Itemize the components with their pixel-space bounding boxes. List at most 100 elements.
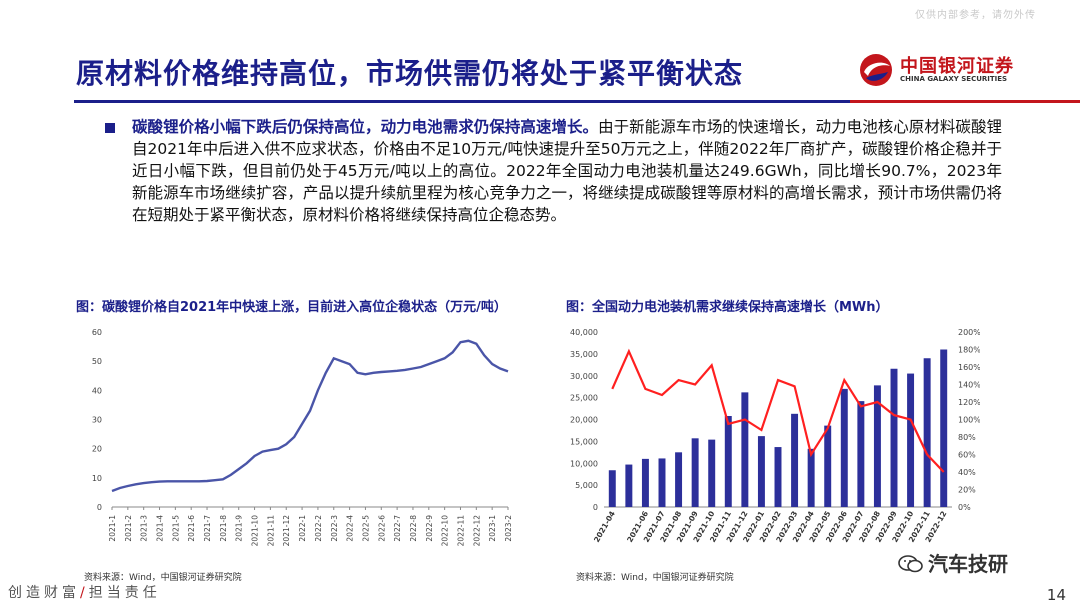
install-bar (840, 388, 848, 507)
bullet-lead: 碳酸锂价格小幅下跌后仍保持高位，动力电池需求仍保持高速增长。 (132, 118, 599, 136)
y-tick-label: 40 (92, 386, 102, 395)
x-tick-label: 2022-12 (472, 515, 481, 547)
x-tick-label: 2022-6 (377, 515, 386, 542)
y2-tick-label: 200% (958, 328, 980, 337)
x-tick-label: 2021-5 (171, 515, 180, 542)
y-tick-label: 60 (92, 328, 102, 337)
battery-install-chart: 0 5,000 10,000 15,000 20,000 25,000 30,000 35,0… (570, 328, 980, 544)
title-rule-blue (74, 100, 850, 103)
install-bar (923, 358, 931, 507)
y-tick-label: 15,000 (570, 437, 598, 446)
wechat-account-name: 汽车技研 (928, 552, 1008, 576)
install-bar (824, 425, 832, 507)
x-tick-label: 2022-7 (393, 515, 402, 542)
y-tick-label: 0 (97, 503, 102, 512)
install-bar (890, 368, 898, 507)
y-tick-label: 20 (92, 445, 102, 454)
footer-slogan: 创造财富/担当责任 (8, 582, 161, 602)
x-tick-label: 2021-11 (266, 515, 275, 547)
x-tick-label: 2021-12 (282, 515, 291, 547)
watermark: 仅供内部参考，请勿外传 (915, 10, 1036, 21)
y-tick-label: 30 (92, 416, 102, 425)
x-tick-label: 2022-5 (361, 515, 370, 542)
install-bar (691, 438, 699, 507)
y-tick-label: 10,000 (570, 459, 598, 468)
title-rule-red (850, 100, 1080, 103)
install-bar (907, 373, 915, 507)
x-tick-label: 2022-9 (425, 515, 434, 542)
chart-left-source: 资料来源：Wind，中国银河证券研究院 (84, 573, 242, 583)
x-tick-label: 2022-1 (298, 515, 307, 542)
logo: 中国银河证券 CHINA GALAXY SECURITIES (858, 50, 1018, 94)
page-number: 14 (1046, 586, 1066, 604)
x-tick-label: 2022-3 (330, 515, 339, 542)
wechat-icon (898, 555, 923, 573)
y-tick-label: 25,000 (570, 394, 598, 403)
y-tick-label: 30,000 (570, 372, 598, 381)
slogan-part-b: 担当责任 (88, 585, 161, 601)
price-line (111, 339, 509, 493)
bullet-body: 由于新能源车市场的快速增长，动力电池核心原材料碳酸锂自2021年中后进入供不应求… (132, 118, 1002, 224)
install-bar (724, 416, 732, 507)
y-tick-label: 50 (92, 357, 102, 366)
install-bar (807, 448, 815, 507)
x-tick-label: 2021-8 (219, 515, 228, 542)
x-tick-label: 2022-8 (409, 515, 418, 542)
bullet-square-icon (105, 123, 115, 133)
install-bar (741, 392, 749, 507)
y-tick-label: 40,000 (570, 328, 598, 337)
chart-right-caption: 图：全国动力电池装机需求继续保持高速增长（MWh） (566, 300, 889, 315)
install-bar (757, 436, 765, 507)
y2-tick-label: 20% (958, 486, 976, 495)
chart-right-source: 资料来源：Wind，中国银河证券研究院 (576, 573, 734, 583)
install-bar (708, 439, 716, 507)
x-tick-label: 2021-7 (203, 515, 212, 542)
slogan-slash: / (80, 585, 89, 601)
install-bar (658, 458, 666, 507)
y2-tick-label: 60% (958, 451, 976, 460)
x-tick-label: 2023-2 (504, 515, 513, 542)
install-bar (774, 447, 782, 507)
y2-tick-label: 120% (958, 398, 980, 407)
x-tick-label: 2022-10 (441, 515, 450, 547)
y-tick-label: 5,000 (575, 481, 598, 490)
chart-left-caption: 图：碳酸锂价格自2021年中快速上涨，目前进入高位企稳状态（万元/吨） (76, 300, 507, 315)
y-tick-label: 20,000 (570, 416, 598, 425)
y2-tick-label: 140% (958, 381, 980, 390)
x-tick-label: 2021-2 (124, 515, 133, 542)
lithium-price-chart: 0 10 20 30 40 50 60 2021-1 2021-2 2021-3 2021-4 202… (92, 328, 513, 547)
x-tick-label: 2022-2 (314, 515, 323, 542)
y-tick-label: 10 (92, 474, 102, 483)
install-bar (608, 470, 616, 507)
bullet-paragraph: 碳酸锂价格小幅下跌后仍保持高位，动力电池需求仍保持高速增长。由于新能源车市场的快… (132, 116, 1002, 226)
y2-tick-label: 180% (958, 346, 980, 355)
galaxy-logo-icon (860, 54, 892, 86)
x-tick-label: 2021-04 (592, 510, 617, 544)
wechat-watermark: 汽车技研 (898, 548, 1008, 577)
y-tick-label: 0 (593, 503, 598, 512)
x-tick-label: 2021-1 (108, 515, 117, 542)
y2-tick-label: 80% (958, 433, 976, 442)
logo-text-cn: 中国银河证券 (900, 56, 1014, 77)
install-bar (625, 464, 633, 507)
x-tick-label: 2022-11 (456, 515, 465, 547)
logo-text-en: CHINA GALAXY SECURITIES (900, 75, 1008, 83)
x-tick-label: 2021-9 (235, 515, 244, 542)
x-tick-label: 2021-10 (251, 515, 260, 547)
install-bar (791, 413, 799, 507)
slogan-part-a: 创造财富 (8, 585, 80, 601)
install-bar (641, 458, 649, 507)
x-tick-label: 2021-4 (156, 515, 165, 542)
x-tick-label: 2023-1 (488, 515, 497, 542)
y-tick-label: 35,000 (570, 350, 598, 359)
install-bar (857, 401, 865, 507)
x-tick-label: 2021-3 (140, 515, 149, 542)
growth-line (611, 348, 945, 473)
x-tick-label: 2021-6 (187, 515, 196, 542)
y2-tick-label: 160% (958, 363, 980, 372)
y2-tick-label: 40% (958, 468, 976, 477)
x-tick-label: 2022-4 (346, 515, 355, 542)
install-bar (873, 385, 881, 507)
install-bar (940, 349, 948, 507)
y2-tick-label: 100% (958, 416, 980, 425)
